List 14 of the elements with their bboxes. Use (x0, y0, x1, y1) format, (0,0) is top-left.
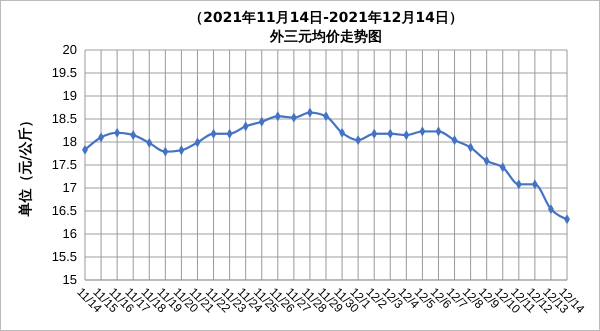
y-tick-label: 17 (62, 180, 77, 196)
y-tick-label: 19 (62, 88, 77, 104)
y-tick-label: 16 (62, 226, 77, 242)
y-tick-label: 18.5 (52, 111, 77, 126)
y-tick-label: 19.5 (52, 65, 77, 80)
y-tick-label: 20 (62, 42, 77, 58)
y-tick-label: 17.5 (52, 157, 77, 172)
y-axis-title: 单位（元/公斤） (17, 113, 34, 218)
y-tick-label: 15 (62, 272, 77, 288)
y-tick-label: 16.5 (52, 203, 77, 218)
y-tick-label: 18 (62, 134, 77, 150)
chart-title: （2021年11月14日-2021年12月14日） (189, 10, 463, 26)
y-tick-label: 15.5 (52, 249, 77, 264)
chart-subtitle: 外三元均价走势图 (269, 29, 382, 45)
